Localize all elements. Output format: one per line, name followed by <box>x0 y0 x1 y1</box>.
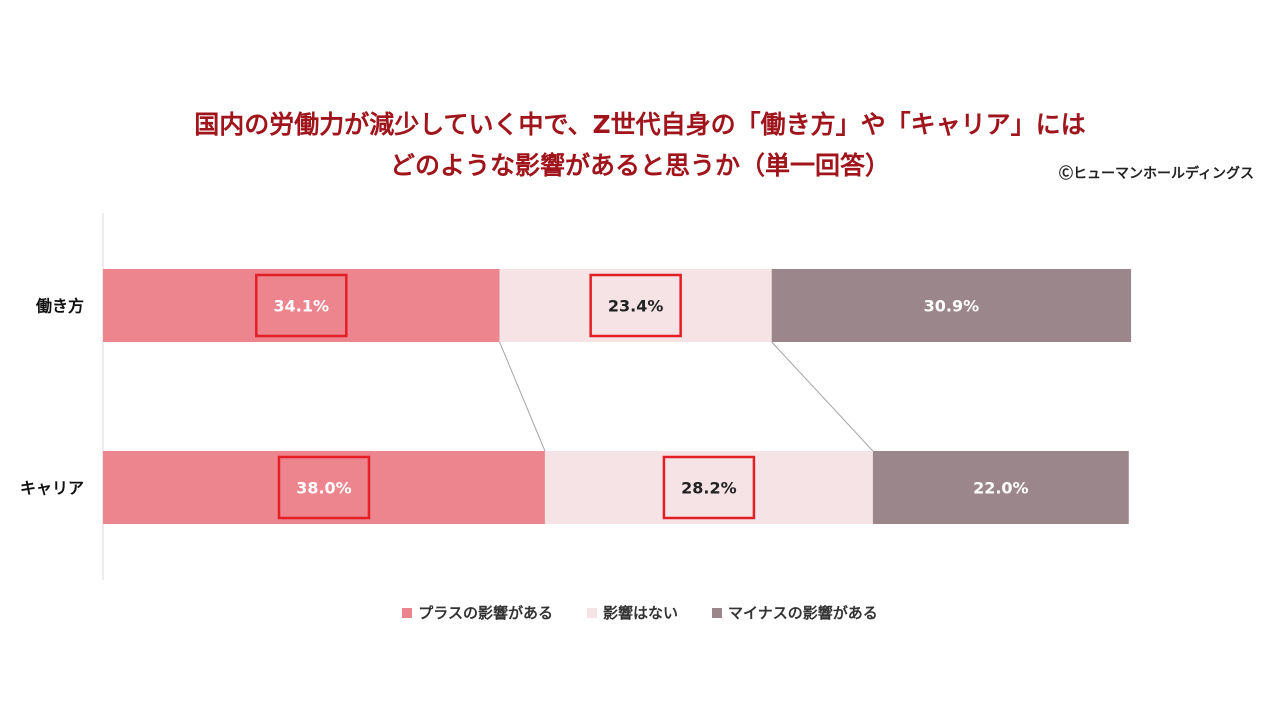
highlight-box <box>589 273 682 338</box>
data-label: 23.4% <box>608 297 664 316</box>
legend-item-none: 影響はない <box>586 602 678 623</box>
legend: プラスの影響がある 影響はない マイナスの影響がある <box>0 602 1280 623</box>
legend-item-plus: プラスの影響がある <box>402 602 553 623</box>
bar-segment <box>103 269 500 342</box>
highlight-box <box>662 455 756 520</box>
legend-label-none: 影響はない <box>602 604 678 622</box>
bar-segment <box>872 451 1129 524</box>
data-label: 34.1% <box>274 297 330 316</box>
highlight-box <box>277 455 371 520</box>
legend-swatch-minus <box>712 607 722 618</box>
legend-swatch-none <box>586 607 597 618</box>
data-label: 30.9% <box>924 297 980 316</box>
highlight-box <box>255 273 348 338</box>
category-label: キャリア <box>20 479 84 498</box>
data-label: 38.0% <box>296 479 352 498</box>
bar-segment <box>499 269 772 342</box>
legend-swatch-plus <box>402 607 413 618</box>
connector-line <box>499 341 546 452</box>
chart-title-line1: 国内の労働力が減少していく中で、Z世代自身の「働き方」や「キャリア」には <box>194 110 1086 139</box>
bar-segment <box>544 451 873 524</box>
legend-label-plus: プラスの影響がある <box>418 604 553 622</box>
data-label: 22.0% <box>973 479 1029 498</box>
bar-segment <box>771 269 1132 342</box>
legend-label-minus: マイナスの影響がある <box>728 604 878 622</box>
category-label: 働き方 <box>35 297 84 316</box>
legend-item-minus: マイナスの影響がある <box>712 602 878 623</box>
bar-segment <box>103 451 545 524</box>
copyright-credit: Ⓒヒューマンホールディングス <box>1058 166 1254 182</box>
data-label: 28.2% <box>681 479 737 498</box>
chart-title-line2: どのような影響があると思うか（単一回答） <box>389 151 890 180</box>
connector-line <box>771 341 874 452</box>
